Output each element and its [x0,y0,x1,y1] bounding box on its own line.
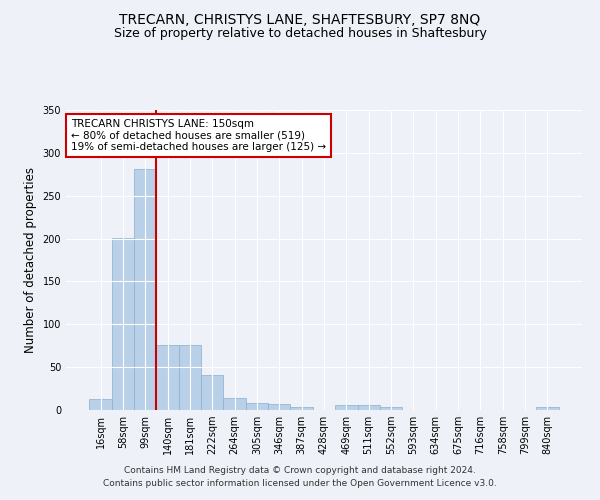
Bar [157,345,179,410]
Bar [246,403,268,410]
Bar [201,375,223,410]
Bar [112,238,134,410]
Text: Contains HM Land Registry data © Crown copyright and database right 2024.
Contai: Contains HM Land Registry data © Crown c… [103,466,497,487]
Text: TRECARN, CHRISTYS LANE, SHAFTESBURY, SP7 8NQ: TRECARN, CHRISTYS LANE, SHAFTESBURY, SP7… [119,12,481,26]
Bar [179,345,201,410]
Y-axis label: Number of detached properties: Number of detached properties [24,167,37,353]
Bar [335,405,358,410]
Bar [223,398,246,410]
Text: TRECARN CHRISTYS LANE: 150sqm
← 80% of detached houses are smaller (519)
19% of : TRECARN CHRISTYS LANE: 150sqm ← 80% of d… [71,119,326,152]
Bar [268,404,290,410]
Text: Size of property relative to detached houses in Shaftesbury: Size of property relative to detached ho… [113,28,487,40]
Bar [358,405,380,410]
Bar [380,408,402,410]
Bar [536,408,559,410]
Bar [290,406,313,410]
Bar [89,399,112,410]
Bar [134,169,157,410]
